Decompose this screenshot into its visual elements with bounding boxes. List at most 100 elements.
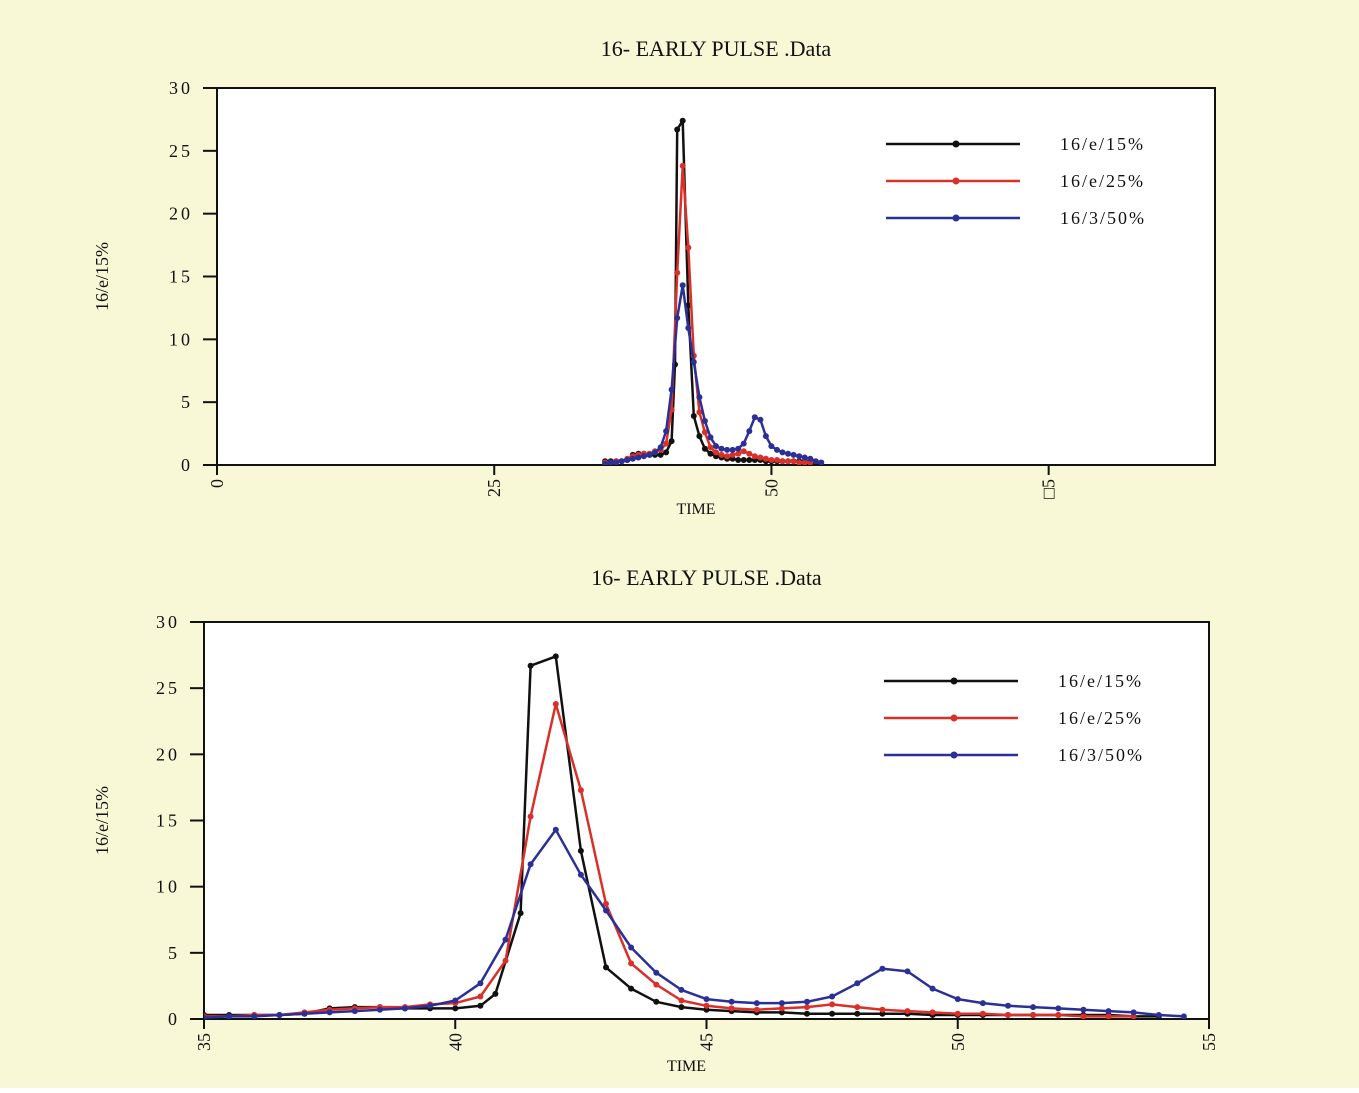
data-point — [351, 1008, 358, 1015]
data-point — [690, 413, 697, 419]
y-tick-label: 20 — [169, 204, 193, 224]
data-point — [1180, 1013, 1187, 1019]
data-point — [653, 981, 660, 988]
data-point — [603, 907, 609, 914]
legend-entry: 16/e/25% — [884, 708, 1141, 728]
data-point — [685, 244, 692, 251]
data-point — [735, 457, 742, 463]
data-point — [635, 454, 642, 461]
x-tick-label: 50 — [761, 479, 781, 497]
data-point — [718, 451, 725, 458]
chart-1: 16- EARLY PULSE .Data 0 5 10 15 20 25 30 0 25 50 □5… — [92, 36, 1216, 518]
data-point — [452, 1005, 459, 1012]
data-point — [703, 1002, 710, 1009]
data-point — [678, 997, 685, 1004]
data-point — [729, 451, 736, 458]
data-point — [954, 996, 961, 1003]
data-point — [796, 453, 803, 460]
data-point — [740, 457, 747, 463]
chart-title: 16- EARLY PULSE .Data — [601, 36, 832, 61]
data-point — [1155, 1012, 1162, 1018]
data-point — [728, 998, 735, 1005]
y-tick-label: 25 — [156, 678, 180, 698]
data-point — [402, 1005, 408, 1012]
data-point — [527, 813, 534, 820]
data-point — [685, 325, 692, 331]
y-tick-label: 5 — [168, 943, 180, 963]
data-point — [1055, 1012, 1062, 1018]
data-point — [796, 459, 803, 465]
data-point — [751, 453, 758, 460]
data-point — [785, 458, 792, 465]
data-point — [753, 1006, 760, 1013]
data-point — [762, 455, 769, 462]
series-3 — [602, 282, 825, 465]
data-point — [624, 457, 631, 463]
data-point — [703, 996, 710, 1003]
x-tick-label: 50 — [948, 1033, 968, 1051]
data-point — [790, 458, 797, 465]
data-point — [879, 965, 886, 972]
y-tick-label: 15 — [156, 811, 180, 831]
data-point — [768, 457, 775, 463]
data-point — [778, 1000, 785, 1007]
data-point — [779, 458, 786, 465]
legend-entry: 16/e/15% — [884, 671, 1143, 691]
plot-area — [203, 621, 1210, 1020]
data-point — [577, 847, 584, 854]
y-tick-label: 0 — [168, 1009, 180, 1029]
data-point — [724, 446, 731, 453]
legend-marker — [950, 751, 958, 759]
legend-label: 16/e/25% — [1060, 171, 1145, 191]
data-point — [954, 1010, 961, 1017]
series-line — [204, 828, 1184, 1019]
y-tick-label: 15 — [169, 267, 193, 287]
data-point — [735, 445, 742, 452]
legend-label: 16/3/50% — [1060, 208, 1146, 228]
data-point — [724, 453, 731, 460]
data-point — [628, 960, 635, 967]
legend-entry: 16/e/25% — [886, 171, 1145, 191]
data-point — [774, 457, 780, 463]
data-point — [701, 429, 708, 436]
data-point — [701, 445, 708, 452]
data-point — [778, 1005, 785, 1012]
data-point — [801, 454, 808, 461]
data-point — [1130, 1009, 1137, 1016]
legend-marker — [952, 177, 960, 185]
data-point — [646, 451, 653, 458]
data-point — [713, 443, 719, 450]
data-point — [1030, 1004, 1037, 1011]
legend-label: 16/e/15% — [1058, 671, 1143, 691]
chart-2: 16- EARLY PULSE .Data 0 5 10 15 20 25 30 35 40 45 5… — [92, 565, 1219, 1075]
y-tick-label: 30 — [156, 612, 180, 632]
data-point — [1055, 1005, 1062, 1012]
data-point — [904, 968, 911, 975]
data-point — [657, 451, 664, 458]
data-point — [492, 990, 499, 997]
data-point — [618, 458, 625, 465]
data-point — [753, 1000, 760, 1007]
legend-marker — [950, 714, 958, 722]
data-point — [653, 969, 660, 976]
data-point — [477, 980, 484, 987]
data-point — [276, 1012, 283, 1018]
legend-marker — [952, 214, 960, 222]
y-tick-label: 5 — [181, 392, 193, 412]
data-point — [640, 453, 647, 460]
legend-marker — [952, 140, 960, 148]
data-point — [552, 653, 559, 660]
data-point — [804, 998, 810, 1005]
data-point — [740, 440, 747, 447]
data-point — [674, 126, 681, 133]
data-point — [829, 1010, 836, 1017]
y-axis-label: 16/e/15% — [92, 242, 112, 311]
data-point — [854, 1010, 861, 1017]
data-point — [768, 443, 775, 450]
data-point — [774, 446, 780, 453]
data-point — [746, 450, 753, 457]
data-point — [854, 1004, 861, 1011]
data-point — [1030, 1012, 1037, 1018]
data-point — [603, 900, 609, 907]
data-point — [552, 701, 559, 707]
